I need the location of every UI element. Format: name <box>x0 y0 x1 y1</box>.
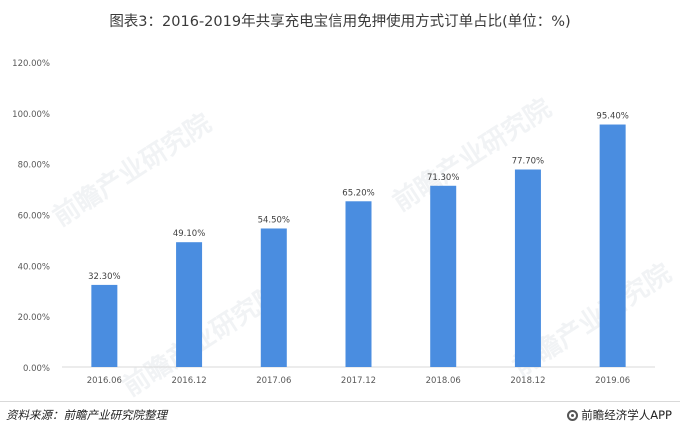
y-tick-label: 60.00% <box>18 212 50 222</box>
y-tick-label: 80.00% <box>18 161 50 171</box>
data-label: 49.10% <box>173 229 205 239</box>
y-tick-label: 40.00% <box>18 262 50 272</box>
x-tick-label: 2017.06 <box>256 376 291 386</box>
x-tick-label: 2016.12 <box>171 376 206 386</box>
chart-title: 图表3：2016-2019年共享充电宝信用免押使用方式订单占比(单位：%) <box>109 14 571 30</box>
bar <box>91 284 118 367</box>
bar <box>176 242 203 367</box>
footer: 资料来源：前瞻产业研究院整理 前瞻经济学人APP <box>0 401 680 436</box>
brand-name: 前瞻经济学人APP <box>581 408 672 422</box>
x-tick-label: 2018.12 <box>510 376 545 386</box>
brand-logo-icon <box>567 409 579 421</box>
y-tick-label: 20.00% <box>18 313 50 323</box>
brand: 前瞻经济学人APP <box>567 407 672 423</box>
data-label: 95.40% <box>596 112 628 122</box>
data-label: 77.70% <box>512 157 544 167</box>
data-label: 32.30% <box>88 272 120 282</box>
y-tick-label: 0.00% <box>23 364 50 374</box>
x-tick-label: 2016.06 <box>87 376 122 386</box>
bar <box>599 124 626 368</box>
source-note: 资料来源：前瞻产业研究院整理 <box>6 408 167 422</box>
y-tick-label: 120.00% <box>12 59 50 69</box>
data-label: 71.30% <box>427 173 459 183</box>
bar <box>514 169 541 367</box>
data-label: 54.50% <box>258 215 290 225</box>
bar <box>345 201 372 367</box>
bar <box>430 185 457 367</box>
y-tick-label: 100.00% <box>12 110 50 120</box>
data-label: 65.20% <box>342 188 374 198</box>
bar <box>260 228 287 367</box>
x-tick-label: 2018.06 <box>426 376 461 386</box>
x-tick-label: 2019.06 <box>595 376 630 386</box>
x-tick-label: 2017.12 <box>341 376 376 386</box>
bar-chart: 0.00% 20.00% 40.00% 60.00% 80.00% 100.00% 120.… <box>12 59 655 386</box>
